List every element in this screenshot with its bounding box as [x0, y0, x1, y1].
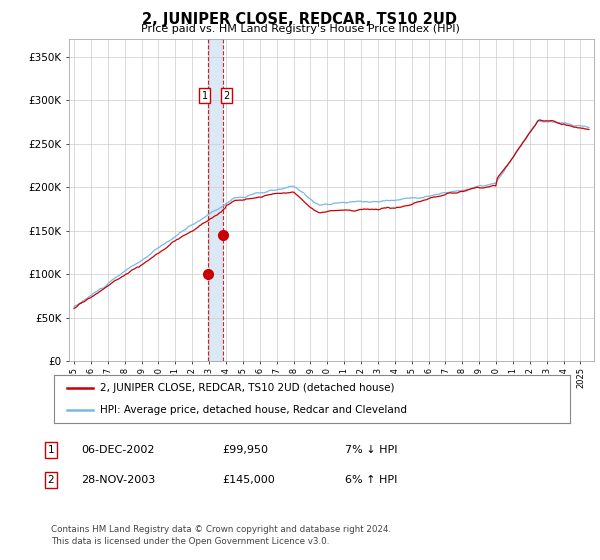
Text: Contains HM Land Registry data © Crown copyright and database right 2024.
This d: Contains HM Land Registry data © Crown c… — [51, 525, 391, 546]
Text: 1: 1 — [47, 445, 55, 455]
Text: 2: 2 — [223, 91, 229, 101]
Text: £99,950: £99,950 — [222, 445, 268, 455]
Text: 2, JUNIPER CLOSE, REDCAR, TS10 2UD (detached house): 2, JUNIPER CLOSE, REDCAR, TS10 2UD (deta… — [100, 383, 395, 393]
Text: 1: 1 — [202, 91, 208, 101]
Text: £145,000: £145,000 — [222, 475, 275, 485]
Text: 7% ↓ HPI: 7% ↓ HPI — [345, 445, 398, 455]
Text: 06-DEC-2002: 06-DEC-2002 — [81, 445, 155, 455]
Text: 2: 2 — [47, 475, 55, 485]
Text: Price paid vs. HM Land Registry's House Price Index (HPI): Price paid vs. HM Land Registry's House … — [140, 24, 460, 34]
Text: 6% ↑ HPI: 6% ↑ HPI — [345, 475, 397, 485]
Text: 28-NOV-2003: 28-NOV-2003 — [81, 475, 155, 485]
Text: HPI: Average price, detached house, Redcar and Cleveland: HPI: Average price, detached house, Redc… — [100, 405, 407, 415]
Text: 2, JUNIPER CLOSE, REDCAR, TS10 2UD: 2, JUNIPER CLOSE, REDCAR, TS10 2UD — [143, 12, 458, 27]
